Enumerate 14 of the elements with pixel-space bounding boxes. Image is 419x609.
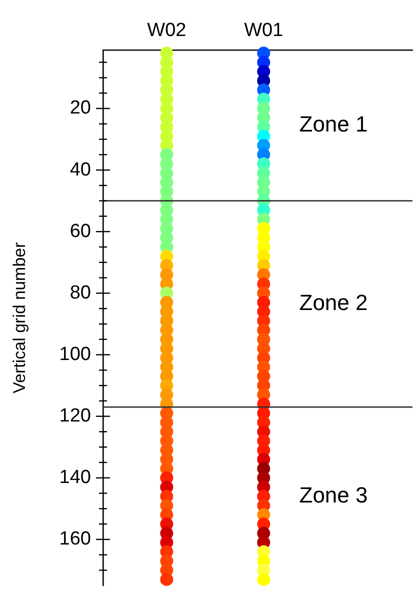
x-tick-label: W02	[147, 20, 186, 41]
y-tick-label: 80	[70, 282, 91, 304]
y-tick-label: 60	[70, 220, 91, 242]
y-tick-label: 100	[59, 344, 91, 365]
annotation: Zone 2	[299, 290, 368, 316]
y-tick-label: 40	[70, 159, 91, 180]
y-tick-label: 160	[59, 528, 91, 550]
annotation: Zone 1	[299, 111, 368, 136]
y-tick-label: 20	[70, 98, 91, 119]
y-tick-label: 140	[59, 467, 91, 488]
annotation: Zone 3	[299, 482, 368, 508]
y-axis-title: Vertical grid number	[10, 242, 29, 394]
y-tick-label: 120	[59, 406, 91, 427]
x-tick-label: W01	[244, 20, 284, 41]
